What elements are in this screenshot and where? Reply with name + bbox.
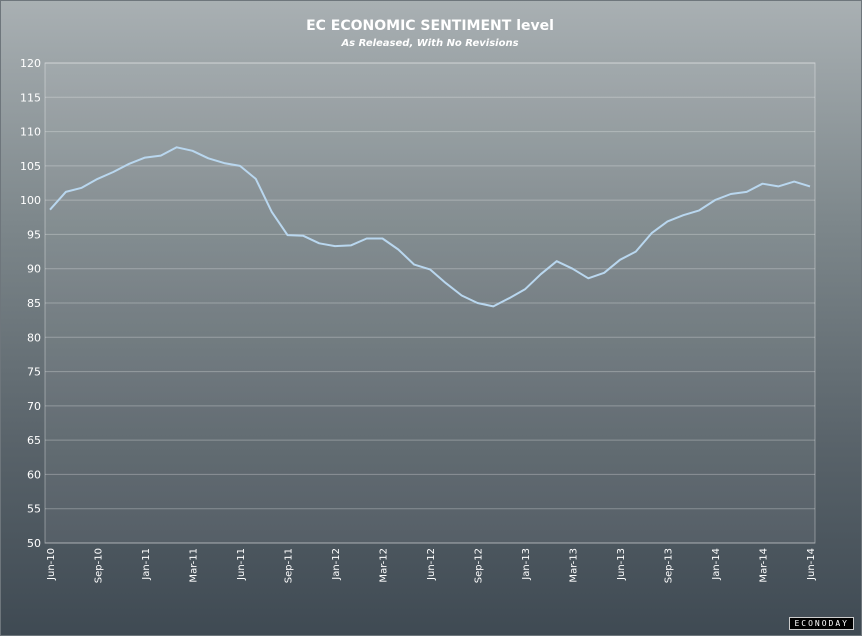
y-tick-label: 50	[27, 537, 41, 550]
y-tick-label: 65	[27, 434, 41, 447]
y-tick-label: 85	[27, 297, 41, 310]
x-tick-label: Sep-13	[664, 548, 675, 583]
econoday-logo: ECONODAY	[789, 617, 854, 630]
y-tick-label: 110	[20, 126, 41, 139]
y-tick-label: 80	[27, 331, 41, 344]
x-tick-label: Jun-13	[616, 548, 627, 581]
plot-area	[44, 62, 816, 544]
x-tick-label: Mar-11	[189, 548, 200, 583]
y-tick-label: 95	[27, 228, 41, 241]
x-tick-label: Jan-11	[141, 548, 152, 581]
x-tick-label: Sep-10	[94, 548, 105, 583]
x-tick-label: Mar-14	[759, 548, 770, 583]
y-tick-label: 115	[20, 91, 41, 104]
y-tick-label: 60	[27, 468, 41, 481]
y-tick-label: 100	[20, 194, 41, 207]
y-tick-label: 120	[20, 57, 41, 70]
chart-subtitle: As Released, With No Revisions	[341, 38, 519, 49]
x-tick-label: Jan-12	[331, 548, 342, 581]
y-tick-label: 75	[27, 366, 41, 379]
x-tick-label: Sep-11	[284, 548, 295, 583]
y-tick-label: 55	[27, 503, 41, 516]
x-tick-label: Jan-13	[521, 548, 532, 581]
y-tick-label: 70	[27, 400, 41, 413]
series-line	[49, 146, 811, 308]
y-tick-label: 90	[27, 263, 41, 276]
x-tick-label: Jan-14	[711, 548, 722, 581]
x-tick-label: Jun-12	[426, 548, 437, 581]
chart-title: EC ECONOMIC SENTIMENT level	[306, 18, 554, 34]
x-tick-label: Sep-12	[474, 548, 485, 583]
x-tick-label: Mar-13	[569, 548, 580, 583]
y-tick-label: 105	[20, 160, 41, 173]
x-tick-label: Mar-12	[379, 548, 390, 583]
x-tick-label: Jun-11	[236, 548, 247, 581]
x-tick-label: Jun-10	[46, 548, 57, 581]
x-tick-label: Jun-14	[806, 548, 817, 581]
